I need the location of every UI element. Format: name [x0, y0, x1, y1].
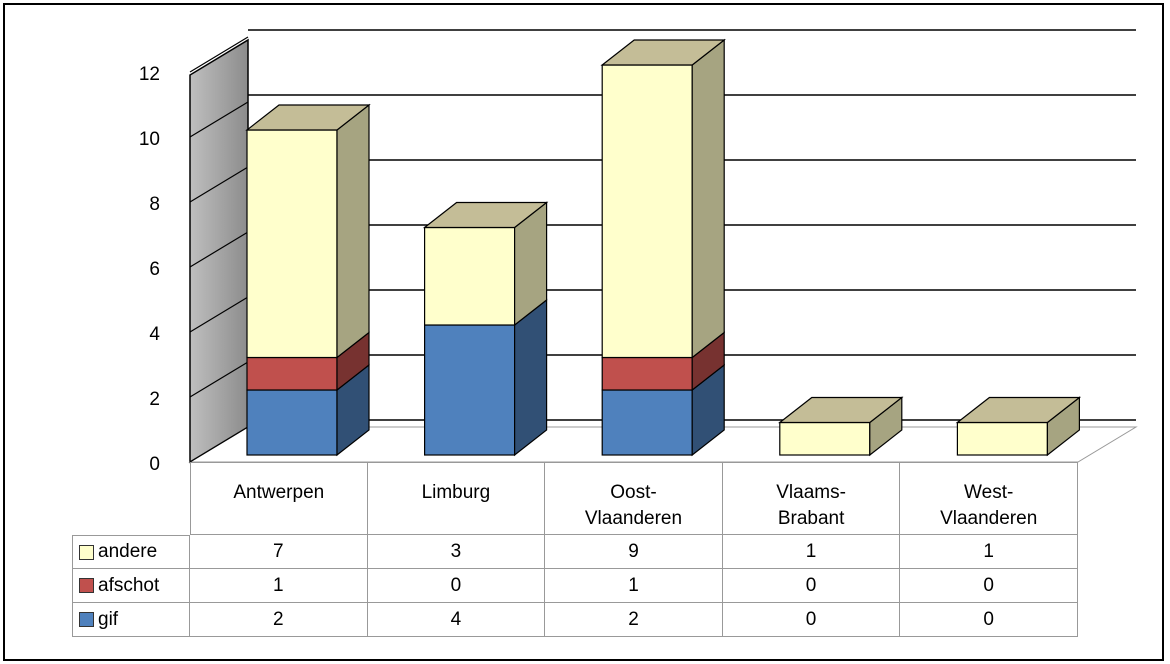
y-tick-label: 2 [149, 389, 160, 410]
table-header-border [190, 462, 1078, 463]
table-value: 2 [190, 603, 368, 637]
bar-top [600, 39, 726, 66]
wall-grid-line [189, 36, 249, 73]
bar-front [956, 421, 1049, 456]
wall-grid-line [189, 166, 249, 203]
table-value: 0 [367, 569, 546, 603]
bar-side [513, 298, 548, 457]
wall-grid-line [189, 361, 249, 398]
legend-swatch [79, 544, 94, 560]
table-value: 1 [545, 569, 723, 603]
table-value: 0 [722, 569, 901, 603]
legend-label: andere [98, 541, 158, 562]
category-cell: West-Vlaanderen [900, 462, 1078, 535]
x-tick-label: Antwerpen [233, 482, 325, 503]
bar-top [422, 201, 549, 229]
side-wall [189, 38, 249, 464]
y-tick-label: 6 [149, 259, 160, 280]
wall-grid-line [189, 101, 249, 138]
bar-front [424, 226, 516, 326]
table-value: 1 [190, 569, 368, 603]
y-tick-label: 4 [149, 324, 160, 345]
table-value: 0 [722, 603, 901, 637]
bar-front [246, 389, 338, 456]
bar-side [691, 38, 725, 359]
x-tick-label: Limburg [421, 482, 491, 503]
table-value: 0 [900, 569, 1078, 603]
table-value: 7 [190, 535, 368, 569]
category-cell: Limburg [367, 462, 546, 535]
wall-grid-line [189, 296, 249, 333]
bar-front [246, 129, 338, 359]
table-value: 1 [722, 535, 901, 569]
chart-frame [3, 3, 1164, 661]
bar-front [246, 356, 338, 391]
table-value: 2 [545, 603, 723, 637]
bar-front [601, 389, 693, 456]
bar-front [779, 421, 871, 456]
table-value: 9 [545, 535, 723, 569]
legend-swatch [79, 612, 94, 627]
table-value: 3 [367, 535, 546, 569]
wall-grid-line [189, 426, 249, 463]
category-cell: Antwerpen [190, 462, 368, 535]
bar-front [601, 64, 693, 359]
category-cell: Oost-Vlaanderen [545, 462, 723, 535]
category-cell: Vlaams-Brabant [722, 462, 901, 535]
bar-front [424, 324, 516, 456]
y-tick-label: 12 [139, 64, 160, 85]
legend-cell: gif [72, 603, 190, 637]
y-tick-label: 8 [149, 194, 160, 215]
legend-label: gif [98, 608, 119, 630]
x-tick-label: West-Vlaanderen [940, 482, 1038, 529]
bar-side [336, 103, 370, 359]
y-tick-label: 10 [139, 129, 160, 150]
y-tick-label: 0 [149, 454, 160, 475]
bar-front [601, 356, 693, 391]
x-tick-label: Vlaams-Brabant [776, 482, 846, 529]
table-value: 4 [367, 603, 546, 637]
bar-top [245, 104, 371, 131]
legend-cell: afschot [72, 569, 190, 603]
legend-label: afschot [98, 574, 160, 596]
x-tick-label: Oost-Vlaanderen [584, 482, 683, 529]
bar-top [955, 396, 1082, 424]
table-value: 0 [900, 603, 1078, 637]
bar-top [778, 396, 904, 424]
legend-swatch [79, 578, 94, 593]
table-value: 1 [900, 535, 1078, 569]
wall-grid-line [189, 231, 249, 268]
legend-cell: andere [72, 535, 190, 569]
